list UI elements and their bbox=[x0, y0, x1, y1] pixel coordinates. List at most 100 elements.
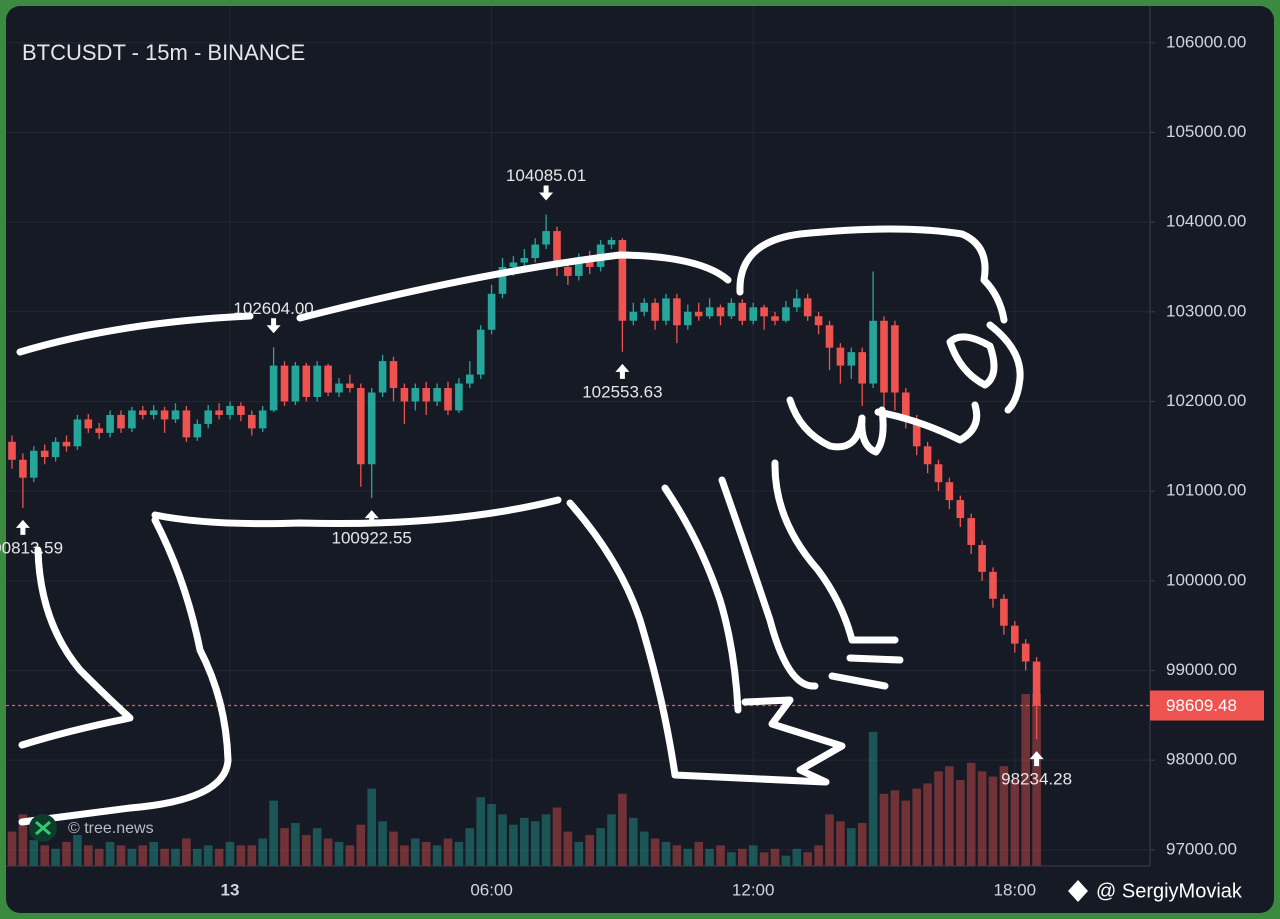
candle-body bbox=[455, 383, 463, 411]
candle-body bbox=[149, 410, 158, 415]
candle-body bbox=[1000, 598, 1008, 626]
volume-bar bbox=[334, 841, 344, 866]
annotation-arrow bbox=[364, 510, 379, 526]
volume-bar bbox=[650, 838, 660, 866]
candle-body bbox=[705, 307, 714, 317]
drawing-stroke bbox=[736, 225, 1008, 324]
candle-body bbox=[237, 405, 245, 415]
last-price-tag bbox=[1150, 690, 1264, 721]
credit-icon bbox=[1068, 880, 1088, 902]
candle-body bbox=[171, 410, 180, 420]
candle-body bbox=[193, 423, 202, 438]
candle-body bbox=[956, 500, 965, 519]
volume-bar bbox=[247, 845, 257, 866]
candle-body bbox=[836, 347, 845, 366]
candle-body bbox=[509, 262, 518, 267]
volume-bar bbox=[770, 848, 780, 866]
volume-bar bbox=[280, 828, 289, 866]
volume-bar bbox=[868, 731, 878, 866]
candle-body bbox=[433, 388, 441, 402]
volume-bar bbox=[258, 838, 267, 866]
volume-bar bbox=[193, 848, 202, 866]
volume-bar bbox=[912, 788, 921, 866]
candle-body bbox=[923, 446, 932, 465]
candle-body bbox=[989, 571, 997, 599]
candle-body bbox=[891, 325, 899, 393]
candle-body bbox=[411, 388, 420, 402]
logo-icon bbox=[35, 820, 51, 836]
volume-bar bbox=[901, 800, 911, 866]
annotation-arrow bbox=[266, 318, 281, 334]
volume-bar bbox=[825, 814, 834, 866]
drawing-stroke bbox=[741, 696, 846, 786]
volume-bar bbox=[116, 845, 126, 866]
candle-body bbox=[531, 244, 539, 258]
watermark: © tree.news bbox=[68, 820, 154, 837]
drawing-stroke bbox=[986, 321, 1024, 414]
y-tick-label: 100000.00 bbox=[1166, 570, 1246, 589]
candle-body bbox=[793, 298, 801, 308]
volume-bar bbox=[291, 823, 300, 866]
y-tick-label: 103000.00 bbox=[1166, 301, 1246, 320]
candle-body bbox=[346, 383, 354, 389]
volume-bar bbox=[759, 852, 769, 866]
volume-bar bbox=[618, 793, 627, 866]
candle-body bbox=[934, 464, 943, 483]
candle-body bbox=[1011, 625, 1019, 644]
volume-bar bbox=[563, 831, 573, 866]
candle-body bbox=[716, 307, 725, 317]
volume-bar bbox=[312, 828, 322, 866]
volume-bar bbox=[716, 845, 725, 866]
drawing-stroke bbox=[771, 459, 904, 690]
volume-bar bbox=[792, 848, 802, 866]
volume-bar bbox=[574, 841, 584, 866]
candle-body bbox=[324, 365, 332, 393]
candle-body bbox=[542, 231, 550, 245]
last-price-label: 98609.48 bbox=[1166, 696, 1237, 715]
candle-body bbox=[73, 419, 82, 447]
candle-body bbox=[640, 302, 648, 312]
drawing-stroke bbox=[946, 333, 998, 389]
drawing-stroke bbox=[18, 516, 232, 826]
candle-body bbox=[128, 410, 136, 429]
annotation-arrow bbox=[15, 519, 30, 535]
grid bbox=[6, 6, 1150, 866]
volume-bar bbox=[781, 855, 791, 866]
candle-body bbox=[40, 450, 49, 458]
candle-body bbox=[269, 365, 278, 411]
volume-bar bbox=[520, 817, 529, 866]
volume-bar bbox=[411, 838, 420, 866]
volume-bar bbox=[443, 838, 453, 866]
volume-bar bbox=[389, 831, 398, 866]
candle-body bbox=[357, 388, 365, 465]
candle-body bbox=[139, 410, 147, 415]
low-label: 102553.63 bbox=[582, 382, 662, 401]
volume-bar bbox=[977, 771, 987, 866]
candle-body bbox=[378, 361, 387, 393]
candle-body bbox=[84, 419, 93, 429]
candle-body bbox=[945, 482, 954, 501]
candle-body bbox=[117, 414, 125, 429]
volume-bar bbox=[509, 824, 518, 866]
volume-bar bbox=[585, 835, 594, 866]
volume-bar bbox=[552, 807, 562, 866]
candle-body bbox=[335, 383, 343, 393]
volume-bar bbox=[356, 824, 366, 866]
candle-body bbox=[564, 266, 572, 276]
high-label: 102604.00 bbox=[233, 299, 313, 318]
volume-bar bbox=[1021, 694, 1030, 866]
y-tick-label: 102000.00 bbox=[1166, 391, 1246, 410]
candle-body bbox=[847, 352, 856, 366]
candle-body bbox=[684, 311, 692, 326]
candle-body bbox=[487, 293, 496, 330]
volume-bar bbox=[814, 845, 823, 866]
candle-body bbox=[607, 240, 616, 245]
volume-bar bbox=[945, 766, 954, 866]
volume-bar bbox=[214, 848, 224, 866]
drawing-stroke bbox=[296, 251, 732, 322]
candle-body bbox=[912, 419, 921, 447]
candle-body bbox=[520, 257, 529, 263]
candle-body bbox=[106, 414, 114, 433]
volume-bar bbox=[51, 848, 60, 866]
candle-body bbox=[226, 405, 234, 415]
